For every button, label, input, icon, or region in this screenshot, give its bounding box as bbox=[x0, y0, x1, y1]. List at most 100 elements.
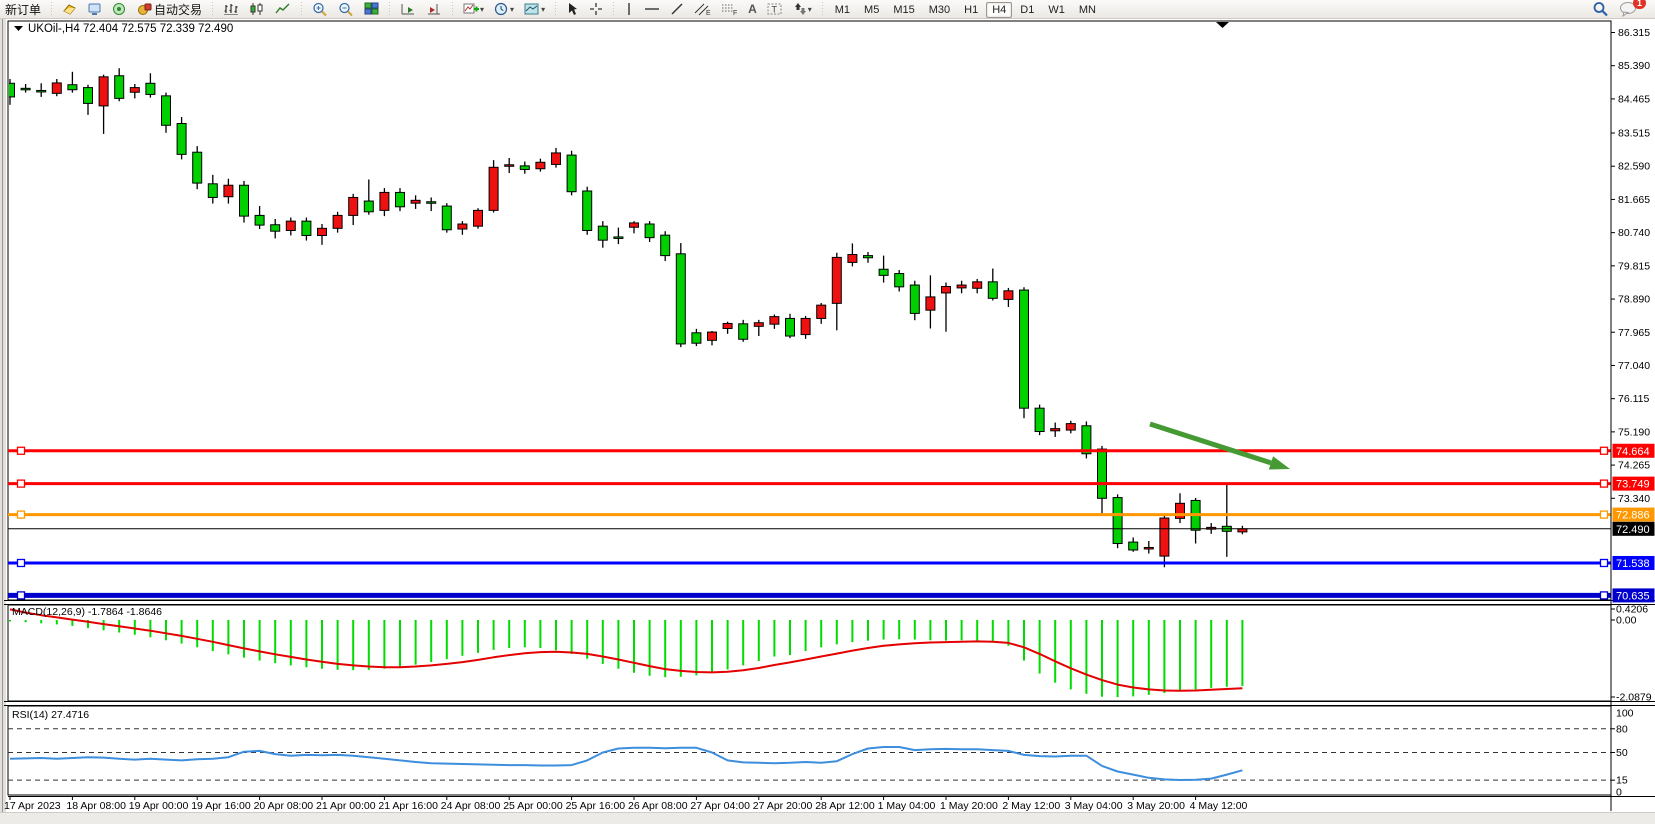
bar-chart-button[interactable] bbox=[219, 0, 243, 18]
chat-button[interactable]: 1 bbox=[1615, 0, 1646, 18]
toolbar-grip bbox=[49, 2, 55, 16]
candle bbox=[707, 331, 717, 341]
text-label-icon: T bbox=[767, 3, 782, 15]
vertical-line-button[interactable] bbox=[620, 0, 638, 18]
crosshair-icon bbox=[590, 3, 603, 15]
candle bbox=[613, 236, 624, 239]
candle bbox=[722, 322, 733, 329]
dropdown-arrow-icon: ▾ bbox=[480, 4, 485, 14]
market-watch-button[interactable] bbox=[58, 0, 81, 18]
signals-button[interactable] bbox=[108, 0, 131, 18]
auto-scroll-button[interactable] bbox=[396, 0, 420, 18]
hline-70635[interactable]: 70.635 bbox=[8, 588, 1655, 603]
candles bbox=[9, 68, 1248, 568]
svg-text:70.635: 70.635 bbox=[1616, 590, 1650, 602]
candle bbox=[51, 82, 62, 94]
price-chip bbox=[1612, 507, 1655, 522]
chart-shift-icon bbox=[428, 4, 441, 15]
svg-text:0.4206: 0.4206 bbox=[1616, 604, 1648, 616]
timeframe-button-m5[interactable]: M5 bbox=[864, 4, 880, 16]
text-button[interactable]: A bbox=[748, 2, 757, 16]
price-axis[interactable]: 86.315 85.390 84.465 83.515 82.590 81.665 80.7… bbox=[1611, 27, 1650, 505]
text-label-button[interactable]: T bbox=[763, 0, 787, 18]
fibonacci-button[interactable]: F bbox=[717, 0, 742, 18]
tile-windows-button[interactable] bbox=[360, 0, 383, 18]
candle bbox=[629, 222, 639, 228]
svg-text:1 May 04:00: 1 May 04:00 bbox=[878, 800, 936, 812]
equidistant-channel-icon: E bbox=[694, 3, 711, 16]
rsi-line bbox=[9, 746, 1243, 781]
candle bbox=[831, 256, 842, 304]
timeframe-button-m30[interactable]: M30 bbox=[928, 4, 951, 16]
trendline-button[interactable] bbox=[666, 0, 688, 18]
candlestick-chart-button[interactable] bbox=[245, 0, 269, 18]
svg-text:71.538: 71.538 bbox=[1616, 558, 1650, 570]
candle bbox=[1159, 517, 1170, 557]
zoom-out-button[interactable] bbox=[334, 0, 358, 18]
horizontal-line-button[interactable] bbox=[640, 0, 664, 18]
cursor-button[interactable] bbox=[562, 0, 583, 18]
svg-text:74.664: 74.664 bbox=[1616, 446, 1650, 458]
zoom-in-button[interactable] bbox=[308, 0, 332, 18]
candle bbox=[207, 183, 218, 198]
candle bbox=[987, 281, 998, 299]
timeframe-button-d1[interactable]: D1 bbox=[1020, 4, 1035, 16]
templates-button[interactable]: ▾ bbox=[520, 0, 549, 18]
auto-trading-button[interactable]: 自动交易 bbox=[133, 0, 206, 18]
hline-72886[interactable]: 72.886 bbox=[8, 507, 1655, 522]
periods-button[interactable]: ▾ bbox=[490, 0, 518, 18]
candle bbox=[129, 87, 140, 93]
svg-text:0.00: 0.00 bbox=[1616, 615, 1637, 627]
auto-scroll-icon bbox=[401, 4, 415, 15]
svg-text:83.515: 83.515 bbox=[1618, 128, 1650, 140]
svg-text:84.465: 84.465 bbox=[1618, 93, 1650, 105]
hline-72490[interactable]: 72.490 bbox=[8, 521, 1655, 536]
terminal-icon bbox=[88, 3, 101, 15]
search-button[interactable] bbox=[1588, 0, 1613, 18]
macd-signal-line bbox=[9, 608, 1243, 692]
candle bbox=[535, 161, 546, 170]
candle bbox=[800, 317, 811, 336]
svg-text:76.115: 76.115 bbox=[1618, 393, 1649, 405]
new-order-button[interactable]: 新订单 bbox=[1, 0, 45, 18]
svg-text:21 Apr 00:00: 21 Apr 00:00 bbox=[316, 800, 376, 812]
timeframe-button-h4[interactable]: H4 bbox=[986, 2, 1013, 18]
candle bbox=[1128, 541, 1139, 551]
line-chart-button[interactable] bbox=[271, 0, 295, 18]
terminal-button[interactable] bbox=[83, 0, 106, 18]
timeframe-button-mn[interactable]: MN bbox=[1078, 4, 1096, 16]
svg-text:86.315: 86.315 bbox=[1618, 27, 1650, 39]
candle bbox=[566, 154, 577, 193]
horizontal-line-icon bbox=[645, 8, 660, 10]
hline-73749[interactable]: 73.749 bbox=[8, 476, 1655, 491]
svg-text:3 May 20:00: 3 May 20:00 bbox=[1127, 800, 1185, 812]
timeframe-button-m1[interactable]: M1 bbox=[834, 4, 851, 16]
candle bbox=[441, 205, 452, 231]
candle bbox=[83, 87, 93, 104]
svg-text:1 May 20:00: 1 May 20:00 bbox=[940, 800, 998, 812]
chart-shift-button[interactable] bbox=[422, 0, 446, 18]
hline-71538[interactable]: 71.538 bbox=[8, 555, 1655, 570]
svg-text:77.965: 77.965 bbox=[1618, 327, 1650, 339]
svg-text:19 Apr 16:00: 19 Apr 16:00 bbox=[191, 800, 251, 812]
time-axis[interactable]: 17 Apr 2023 18 Apr 08:00 19 Apr 00:00 19 Ap… bbox=[4, 21, 1655, 812]
crosshair-button[interactable] bbox=[585, 0, 607, 18]
equidistant-channel-button[interactable]: E bbox=[690, 0, 715, 18]
rsi-indicator: RSI(14) 27.4716 100 80 50 150 bbox=[8, 708, 1634, 799]
timeframe-button-w1[interactable]: W1 bbox=[1048, 4, 1065, 16]
trend-arrow-annotation[interactable] bbox=[1149, 421, 1290, 470]
svg-text:E: E bbox=[706, 10, 711, 16]
hline-74664[interactable]: 74.664 bbox=[8, 443, 1655, 458]
signals-icon bbox=[113, 3, 126, 15]
svg-text:24 Apr 08:00: 24 Apr 08:00 bbox=[441, 800, 501, 812]
timeframe-button-m15[interactable]: M15 bbox=[893, 4, 915, 16]
candle bbox=[223, 184, 234, 198]
indicators-button[interactable]: ▾ bbox=[459, 0, 488, 18]
timeframe-button-h1[interactable]: H1 bbox=[964, 4, 979, 16]
candle bbox=[1175, 502, 1185, 519]
arrows-button[interactable]: ▾ bbox=[789, 0, 816, 18]
candle bbox=[98, 76, 109, 107]
candle bbox=[410, 199, 421, 204]
svg-text:77.040: 77.040 bbox=[1618, 360, 1650, 372]
